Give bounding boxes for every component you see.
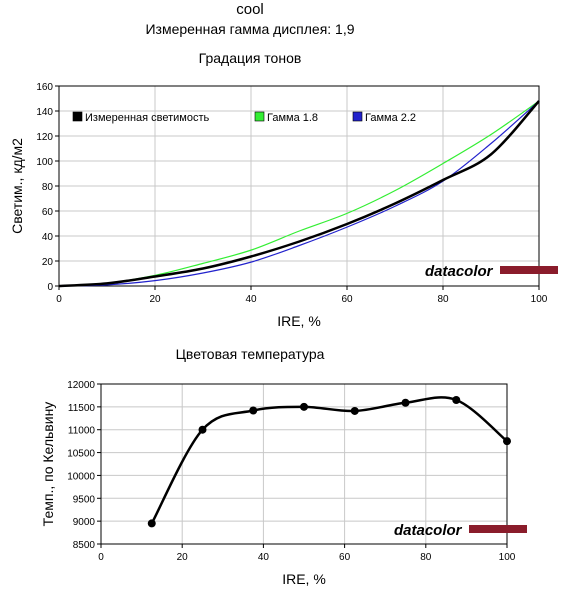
temp-x-tick-label: 60 bbox=[339, 552, 351, 563]
tone-x-axis-label: IRE, % bbox=[277, 313, 321, 329]
tone-y-tick-label: 20 bbox=[42, 257, 54, 268]
temp-chart-title: Цветовая температура bbox=[175, 346, 325, 362]
tone-legend-swatch-1 bbox=[254, 111, 265, 122]
datacolor-logo-text: datacolor bbox=[394, 522, 463, 539]
tone-y-tick-label: 80 bbox=[42, 182, 54, 193]
temp-x-tick-label: 40 bbox=[258, 552, 270, 563]
temp-x-tick-label: 100 bbox=[499, 552, 516, 563]
temp-data-point bbox=[249, 406, 258, 415]
page-title: cool bbox=[236, 1, 264, 18]
tone-y-axis-label: Светим., кд/м2 bbox=[9, 138, 25, 234]
tone-y-tick-label: 140 bbox=[36, 107, 53, 118]
tone-x-tick-label: 0 bbox=[56, 294, 62, 305]
tone-x-tick-label: 60 bbox=[341, 294, 353, 305]
datacolor-logo-bar bbox=[469, 525, 527, 533]
temp-series-line bbox=[150, 396, 508, 525]
tone-legend-label-2: Гамма 2.2 bbox=[365, 112, 416, 124]
tone-x-tick-label: 40 bbox=[245, 294, 257, 305]
temp-data-point bbox=[350, 406, 359, 415]
temp-data-point bbox=[198, 425, 207, 434]
tone-series-line-2 bbox=[58, 100, 540, 287]
temp-x-tick-label: 0 bbox=[98, 552, 104, 563]
temp-y-tick-label: 8500 bbox=[73, 540, 96, 551]
temp-y-tick-label: 11500 bbox=[68, 403, 96, 414]
tone-y-tick-label: 120 bbox=[36, 132, 53, 143]
tone-y-tick-label: 60 bbox=[42, 207, 54, 218]
tone-legend-label-1: Гамма 1.8 bbox=[267, 112, 318, 124]
temp-y-tick-label: 10500 bbox=[67, 449, 95, 460]
temp-y-axis-label: Темп., по Кельвину bbox=[40, 402, 56, 527]
temp-y-tick-label: 10000 bbox=[67, 471, 95, 482]
tone-legend-swatch-2 bbox=[352, 111, 363, 122]
page-subtitle: Измеренная гамма дисплея: 1,9 bbox=[145, 21, 355, 37]
tone-x-tick-label: 100 bbox=[531, 294, 548, 305]
datacolor-logo-bar bbox=[500, 266, 558, 274]
tone-x-tick-label: 80 bbox=[437, 294, 449, 305]
temp-data-point bbox=[452, 396, 461, 404]
temp-y-tick-label: 12000 bbox=[67, 380, 95, 391]
temp-data-point bbox=[503, 437, 511, 446]
tone-y-tick-label: 40 bbox=[42, 232, 54, 243]
temp-x-tick-label: 20 bbox=[177, 552, 189, 563]
tone-y-tick-label: 160 bbox=[36, 82, 53, 93]
tone-x-tick-label: 20 bbox=[149, 294, 161, 305]
tone-y-tick-label: 0 bbox=[47, 282, 53, 293]
datacolor-logo-text: datacolor bbox=[425, 263, 494, 280]
tone-legend-swatch-0 bbox=[72, 111, 83, 122]
tone-series-line-0 bbox=[58, 100, 540, 288]
temp-y-tick-label: 9000 bbox=[73, 517, 96, 528]
temp-x-tick-label: 80 bbox=[420, 552, 432, 563]
temp-y-tick-label: 9500 bbox=[73, 494, 96, 505]
temp-data-point bbox=[300, 402, 308, 411]
tone-legend-label-0: Измеренная светимость bbox=[85, 112, 210, 124]
temp-x-axis-label: IRE, % bbox=[282, 571, 326, 587]
temp-data-point bbox=[401, 398, 410, 407]
temp-plot-frame bbox=[100, 383, 508, 545]
temp-y-tick-label: 11000 bbox=[68, 426, 96, 437]
tone-series-line-1 bbox=[58, 100, 540, 287]
tone-y-tick-label: 100 bbox=[36, 157, 53, 168]
tone-chart-title: Градация тонов bbox=[198, 50, 302, 66]
temp-data-point bbox=[147, 519, 156, 528]
